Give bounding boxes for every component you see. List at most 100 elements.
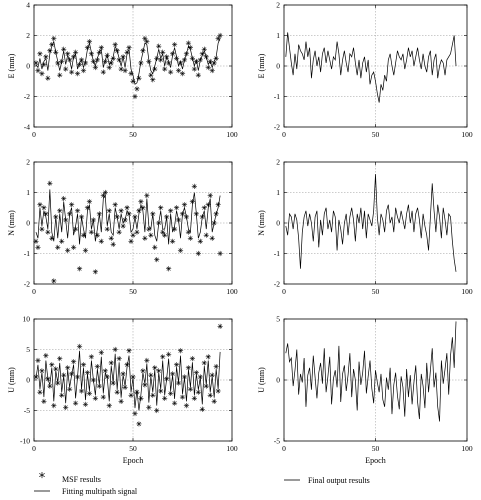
data-point (71, 359, 77, 365)
data-point-stroke (182, 374, 187, 379)
data-point (179, 394, 186, 400)
data-point-stroke (87, 39, 92, 44)
series-markers (33, 180, 223, 284)
data-point-stroke (202, 360, 207, 365)
data-point (154, 407, 160, 414)
data-point (78, 388, 85, 394)
data-point-stroke (206, 354, 211, 359)
data-point-stroke (39, 227, 44, 232)
data-point (144, 357, 150, 364)
data-point-stroke (61, 196, 66, 201)
data-point (166, 266, 172, 272)
y-tick-label: -1 (274, 92, 280, 101)
data-point (82, 401, 89, 407)
y-tick-label: -10 (20, 437, 30, 446)
data-point-stroke (109, 360, 114, 365)
x-tick-label: 50 (372, 130, 380, 139)
y-tick-label: -1 (24, 249, 30, 258)
y-tick-label: 2 (26, 31, 30, 40)
data-point (185, 40, 192, 46)
y-tick-label: -5 (274, 437, 280, 446)
data-point-stroke (142, 382, 147, 387)
data-point (195, 389, 201, 395)
data-point (150, 392, 156, 398)
data-point-stroke (43, 54, 48, 59)
data-point-stroke (47, 384, 52, 389)
data-point (116, 229, 122, 235)
y-tick-label: 10 (23, 315, 31, 324)
data-point (49, 362, 55, 368)
data-point-stroke (39, 368, 44, 373)
x-tick-label: 50 (129, 287, 137, 296)
data-point (96, 383, 102, 389)
x-tick-label: 0 (282, 130, 286, 139)
x-axis-label: Epoch (365, 456, 385, 465)
data-point-stroke (69, 202, 74, 207)
data-point (112, 346, 118, 353)
data-point-stroke (160, 354, 165, 359)
data-point-stroke (170, 239, 175, 244)
data-point (110, 380, 116, 386)
data-point-stroke (202, 47, 207, 52)
data-point-stroke (123, 385, 128, 390)
data-point-stroke (192, 67, 197, 72)
data-point (185, 365, 192, 371)
data-point-stroke (33, 60, 39, 65)
data-point (158, 388, 164, 394)
data-point (144, 39, 150, 45)
data-point-stroke (128, 239, 134, 244)
series-line (285, 174, 457, 272)
data-point (160, 229, 166, 235)
data-point (170, 238, 176, 244)
data-point (209, 235, 215, 241)
data-point (43, 353, 49, 359)
data-point-stroke (97, 384, 102, 389)
data-point-stroke (117, 356, 122, 361)
data-point (120, 223, 126, 229)
data-point (57, 356, 63, 362)
data-point (207, 192, 213, 199)
data-point-stroke (182, 202, 187, 207)
data-point-stroke (218, 251, 223, 256)
y-tick-label: 0 (26, 62, 30, 71)
y-tick-label: -2 (274, 280, 280, 289)
data-point (92, 269, 98, 275)
data-point (168, 69, 174, 75)
data-point-stroke (178, 248, 183, 253)
data-point-stroke (166, 352, 171, 357)
data-point-stroke (152, 365, 157, 370)
data-point-stroke (210, 373, 215, 378)
data-point (191, 395, 197, 401)
y-tick-label: -5 (24, 406, 30, 415)
data-point (168, 390, 174, 397)
data-point-stroke (154, 408, 159, 413)
data-point (177, 348, 184, 354)
data-point (171, 400, 178, 406)
data-point (100, 394, 106, 400)
legend-right: Final output results (284, 476, 370, 485)
data-point (72, 400, 79, 406)
data-point (132, 93, 138, 100)
data-point (45, 229, 51, 235)
x-tick-label: 0 (32, 287, 36, 296)
data-point-stroke (176, 381, 181, 386)
data-point-stroke (172, 42, 177, 47)
data-point-stroke (190, 356, 195, 361)
data-point-stroke (162, 67, 167, 72)
data-point (106, 403, 112, 409)
x-tick-label: 100 (226, 130, 238, 139)
data-point (51, 278, 57, 284)
legends: * MSF results Fitting multipath signal F… (34, 471, 370, 496)
data-point (51, 403, 57, 409)
data-point-stroke (39, 71, 44, 76)
data-point-stroke (158, 205, 163, 210)
data-point-stroke (216, 388, 221, 394)
data-point-stroke (111, 242, 116, 247)
data-point (173, 205, 180, 211)
data-point-stroke (166, 266, 171, 271)
data-point-stroke (130, 233, 136, 238)
data-point (98, 45, 104, 51)
